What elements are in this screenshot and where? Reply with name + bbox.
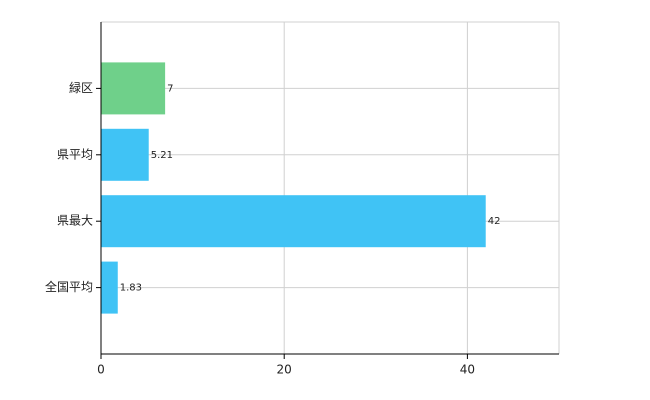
- bar: [101, 62, 166, 115]
- y-tick-label: 県平均: [57, 147, 93, 161]
- bar: [101, 195, 486, 248]
- x-tick-label: 0: [97, 363, 105, 377]
- plot: 7 5.21 42 1.83: [100, 22, 559, 354]
- value-label: 1.83: [120, 283, 142, 294]
- value-label: 7: [167, 83, 173, 94]
- value-label: 5.21: [151, 150, 173, 161]
- x-tick-label: 20: [277, 363, 292, 377]
- bar: [101, 261, 118, 314]
- y-tick-label: 全国平均: [45, 279, 93, 294]
- x-tick-label: 40: [460, 363, 475, 377]
- bar: [101, 128, 149, 181]
- value-label: 42: [488, 216, 501, 227]
- y-tick-label: 県最大: [57, 214, 93, 228]
- y-tick-label: 緑区: [69, 80, 93, 95]
